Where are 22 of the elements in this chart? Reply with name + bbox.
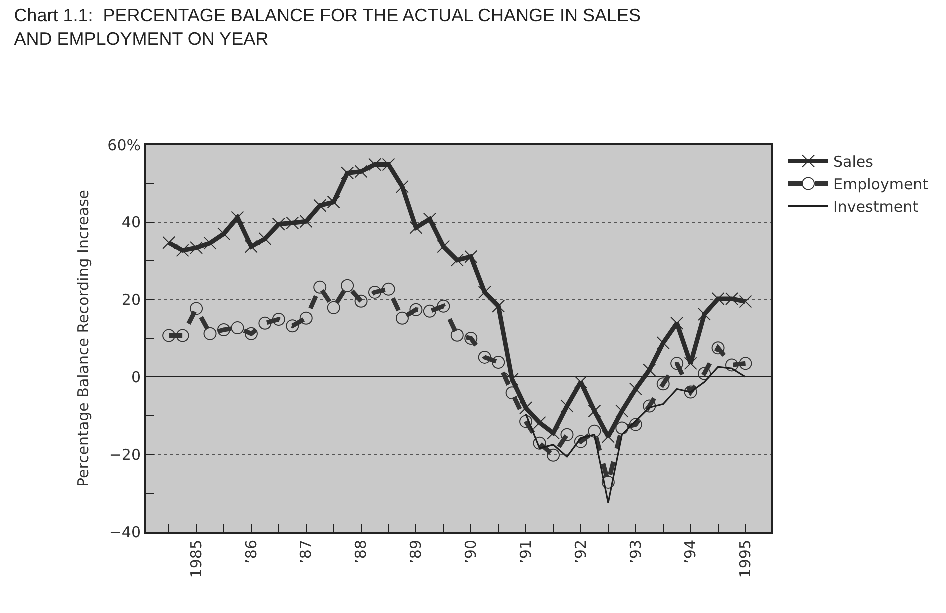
- chart-title: Chart 1.1: PERCENTAGE BALANCE FOR THE ACTUAL CHANGE IN SALES AND EMPLOYMENT ON YEAR: [14, 6, 642, 49]
- x-tick-label: ’91: [516, 540, 535, 564]
- x-tick-label: ’89: [407, 540, 426, 564]
- y-tick-label: −20: [109, 446, 141, 464]
- legend-label: Sales: [834, 153, 874, 172]
- x-tick-label: ’86: [242, 540, 260, 564]
- legend-label: Investment: [834, 198, 919, 216]
- x-tick-label: ’88: [352, 540, 370, 564]
- x-tick-label: ’90: [462, 540, 480, 564]
- x-tick-label: ’92: [572, 540, 590, 564]
- y-tick-label: −40: [109, 523, 141, 542]
- x-tick-label: 1985: [187, 540, 206, 578]
- legend-label: Employment: [834, 176, 929, 194]
- y-tick-label: 60%: [108, 136, 141, 154]
- y-tick-label: 0: [131, 368, 141, 386]
- x-tick-label: 1995: [736, 540, 755, 578]
- y-axis-title: Percentage Balance Recording Increase: [74, 190, 92, 488]
- x-tick-label: ’94: [682, 540, 700, 564]
- x-tick-label: ’87: [297, 540, 316, 564]
- y-tick-label: 20: [122, 291, 141, 310]
- y-tick-label: 40: [122, 214, 141, 232]
- x-tick-label: ’93: [626, 540, 645, 564]
